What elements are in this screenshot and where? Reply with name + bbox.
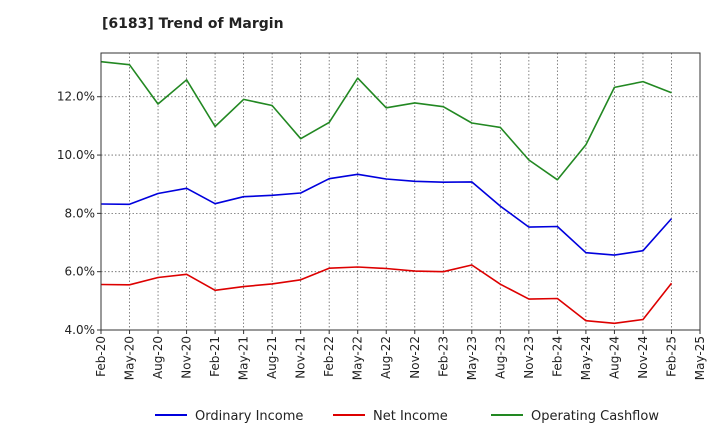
x-tick-label: Aug-22 [379,336,393,379]
y-tick-label: 10.0% [57,148,95,162]
x-tick-label: May-25 [693,336,707,380]
legend-label-net-income: Net Income [373,409,448,424]
x-tick-label: Feb-20 [94,336,108,377]
series-line-ordinary-income [100,173,673,256]
x-tick-label: May-20 [123,336,137,380]
chart-title: [6183] Trend of Margin [102,16,284,32]
y-axis-ticks: 4.0% 6.0% 8.0% 10.0% 12.0% [57,90,101,337]
legend-label-ordinary-income: Ordinary Income [195,409,303,424]
x-tick-label: Nov-20 [180,336,194,379]
x-tick-label: Feb-25 [664,336,678,377]
y-tick-label: 6.0% [65,265,96,279]
legend-label-operating-cashflow: Operating Cashflow [531,409,659,424]
y-tick-label: 4.0% [65,323,96,337]
x-tick-label: Nov-21 [294,336,308,379]
x-tick-label: Aug-20 [151,336,165,379]
x-tick-label: Nov-24 [636,336,650,379]
series-line-net-income [100,264,673,325]
x-tick-label: Feb-24 [550,336,564,377]
plot-frame [100,52,701,331]
x-tick-label: Nov-23 [522,336,536,379]
series-line-operating-cashflow [100,60,672,181]
y-tick-label: 12.0% [57,90,95,104]
x-tick-label: Aug-23 [493,336,507,379]
series-layer [100,60,673,325]
x-tick-label: Feb-21 [208,336,222,377]
x-tick-label: May-21 [237,336,251,380]
x-tick-label: Feb-22 [322,336,336,377]
y-tick-label: 8.0% [65,206,96,220]
x-tick-label: May-24 [579,336,593,380]
x-tick-label: Aug-24 [607,336,621,379]
legend: Ordinary Income Net Income Operating Cashf… [155,409,659,424]
x-tick-label: Aug-21 [265,336,279,379]
x-tick-label: Feb-23 [436,336,450,377]
x-axis-ticks: Feb-20 May-20 Aug-20 Nov-20 Feb-21 May-21 Aug-… [94,330,707,380]
x-tick-label: May-23 [465,336,479,380]
x-tick-label: Nov-22 [408,336,422,379]
x-tick-label: May-22 [351,336,365,380]
